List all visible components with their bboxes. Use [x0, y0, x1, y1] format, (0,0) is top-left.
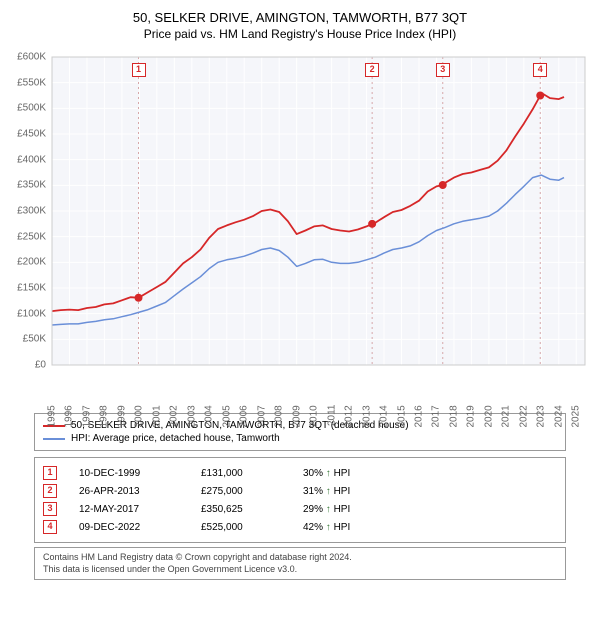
event-row: 3 12-MAY-2017 £350,625 29% ↑ HPI	[43, 502, 557, 516]
x-tick-label: 1998	[99, 405, 110, 427]
x-tick-label: 1995	[47, 405, 58, 427]
event-date: 12-MAY-2017	[79, 504, 179, 515]
footer-box: Contains HM Land Registry data © Crown c…	[34, 547, 566, 580]
x-tick-label: 2015	[396, 405, 407, 427]
y-tick-label: £450K	[8, 129, 46, 140]
event-date: 09-DEC-2022	[79, 522, 179, 533]
event-marker-icon: 3	[43, 502, 57, 516]
event-price: £350,625	[201, 504, 281, 515]
legend-swatch	[43, 438, 65, 440]
up-arrow-icon: ↑	[326, 468, 331, 479]
x-tick-label: 2020	[483, 405, 494, 427]
x-tick-label: 2019	[466, 405, 477, 427]
event-delta: 29% ↑ HPI	[303, 504, 557, 515]
event-price: £275,000	[201, 486, 281, 497]
x-tick-label: 2017	[431, 405, 442, 427]
y-tick-label: £150K	[8, 283, 46, 294]
x-tick-label: 2006	[239, 405, 250, 427]
x-tick-label: 1997	[81, 405, 92, 427]
sale-marker-box: 4	[533, 63, 547, 77]
legend-row: HPI: Average price, detached house, Tamw…	[43, 433, 557, 444]
x-tick-label: 2025	[571, 405, 582, 427]
y-tick-label: £350K	[8, 180, 46, 191]
x-tick-label: 2018	[448, 405, 459, 427]
x-tick-label: 2011	[326, 405, 337, 427]
x-tick-label: 1996	[64, 405, 75, 427]
footer-line: This data is licensed under the Open Gov…	[43, 564, 557, 576]
x-tick-label: 2004	[204, 405, 215, 427]
y-tick-label: £250K	[8, 231, 46, 242]
x-tick-label: 2014	[379, 405, 390, 427]
x-tick-label: 2003	[186, 405, 197, 427]
x-tick-label: 2002	[169, 405, 180, 427]
chart-container: 50, SELKER DRIVE, AMINGTON, TAMWORTH, B7…	[0, 0, 600, 620]
event-delta: 31% ↑ HPI	[303, 486, 557, 497]
event-delta: 30% ↑ HPI	[303, 468, 557, 479]
event-marker-icon: 2	[43, 484, 57, 498]
sale-marker-box: 2	[365, 63, 379, 77]
line-chart-svg	[10, 47, 590, 407]
y-tick-label: £300K	[8, 206, 46, 217]
event-price: £525,000	[201, 522, 281, 533]
y-tick-label: £500K	[8, 103, 46, 114]
x-tick-label: 2005	[221, 405, 232, 427]
sale-marker-box: 1	[132, 63, 146, 77]
event-marker-icon: 1	[43, 466, 57, 480]
event-date: 26-APR-2013	[79, 486, 179, 497]
y-tick-label: £100K	[8, 308, 46, 319]
x-tick-label: 2023	[536, 405, 547, 427]
y-tick-label: £200K	[8, 257, 46, 268]
x-tick-label: 2016	[413, 405, 424, 427]
event-date: 10-DEC-1999	[79, 468, 179, 479]
up-arrow-icon: ↑	[326, 486, 331, 497]
y-tick-label: £50K	[8, 334, 46, 345]
x-tick-label: 2007	[256, 405, 267, 427]
page-subtitle: Price paid vs. HM Land Registry's House …	[10, 27, 590, 41]
x-tick-label: 2001	[151, 405, 162, 427]
y-tick-label: £600K	[8, 52, 46, 63]
event-delta: 42% ↑ HPI	[303, 522, 557, 533]
x-tick-label: 2008	[274, 405, 285, 427]
x-tick-label: 1999	[116, 405, 127, 427]
up-arrow-icon: ↑	[326, 522, 331, 533]
x-tick-label: 2012	[344, 405, 355, 427]
x-tick-label: 2022	[518, 405, 529, 427]
x-tick-label: 2013	[361, 405, 372, 427]
x-tick-label: 2024	[553, 405, 564, 427]
x-tick-label: 2000	[134, 405, 145, 427]
up-arrow-icon: ↑	[326, 504, 331, 515]
x-tick-label: 2010	[309, 405, 320, 427]
footer-line: Contains HM Land Registry data © Crown c…	[43, 552, 557, 564]
event-price: £131,000	[201, 468, 281, 479]
event-row: 2 26-APR-2013 £275,000 31% ↑ HPI	[43, 484, 557, 498]
page-title: 50, SELKER DRIVE, AMINGTON, TAMWORTH, B7…	[10, 10, 590, 25]
y-tick-label: £0	[8, 360, 46, 371]
legend-label: HPI: Average price, detached house, Tamw…	[71, 433, 280, 444]
y-tick-label: £400K	[8, 154, 46, 165]
x-tick-label: 2009	[291, 405, 302, 427]
x-tick-label: 2021	[501, 405, 512, 427]
y-tick-label: £550K	[8, 77, 46, 88]
sale-marker-box: 3	[436, 63, 450, 77]
event-marker-icon: 4	[43, 520, 57, 534]
chart-area: £0 £50K £100K £150K £200K £250K £300K £350K £400…	[10, 47, 590, 407]
events-box: 1 10-DEC-1999 £131,000 30% ↑ HPI 2 26-AP…	[34, 457, 566, 543]
event-row: 4 09-DEC-2022 £525,000 42% ↑ HPI	[43, 520, 557, 534]
event-row: 1 10-DEC-1999 £131,000 30% ↑ HPI	[43, 466, 557, 480]
